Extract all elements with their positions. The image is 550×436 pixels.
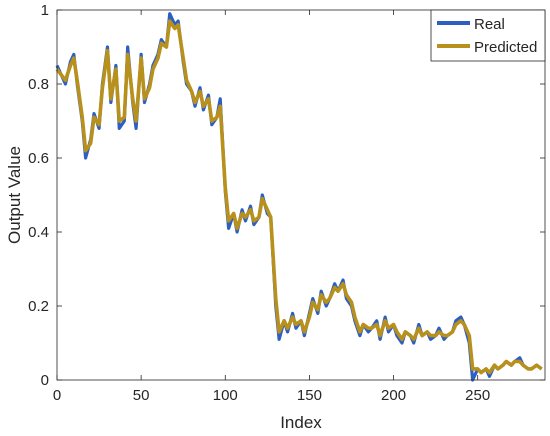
- legend-box: [430, 9, 546, 62]
- y-tick-label: 1: [41, 2, 49, 19]
- series-layer: [55, 12, 543, 382]
- y-tick-label: 0.8: [28, 76, 49, 93]
- x-tick-label: 0: [53, 387, 61, 404]
- axes-box: [56, 9, 546, 381]
- y-axis-ticks: 0 0.2 0.4 0.6 0.8 1: [28, 2, 545, 389]
- x-tick-label: 250: [465, 387, 490, 404]
- legend: Real Predicted: [430, 9, 546, 62]
- y-tick-label: 0.6: [28, 150, 49, 167]
- y-tick-label: 0: [41, 372, 49, 389]
- y-tick-label: 0.2: [28, 298, 49, 315]
- x-tick-label: 50: [133, 387, 150, 404]
- x-tick-label: 200: [381, 387, 406, 404]
- x-tick-label: 100: [213, 387, 238, 404]
- y-axis-label: Output Value: [5, 146, 24, 244]
- x-axis-ticks: 0 50 100 150 200 250: [53, 10, 490, 404]
- y-tick-label: 0.4: [28, 224, 49, 241]
- x-axis-label: Index: [280, 413, 322, 432]
- legend-label-predicted: Predicted: [474, 39, 537, 56]
- series-line-predicted: [55, 19, 543, 375]
- legend-label-real: Real: [474, 16, 505, 33]
- x-tick-label: 150: [297, 387, 322, 404]
